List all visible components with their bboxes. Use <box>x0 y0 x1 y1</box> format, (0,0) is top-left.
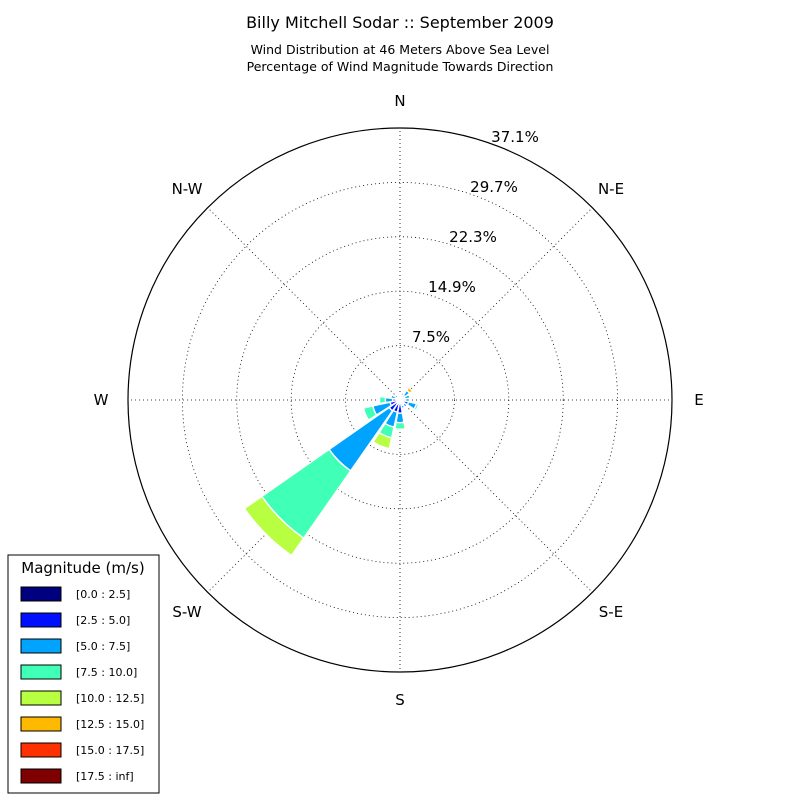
legend-label-7: [17.5 : inf] <box>76 770 134 783</box>
chart-title: Billy Mitchell Sodar :: September 2009 <box>246 13 554 32</box>
legend-label-4: [10.0 : 12.5] <box>76 692 144 705</box>
direction-label-n: N <box>394 92 405 110</box>
ring-label-3: 29.7% <box>470 178 518 196</box>
direction-label-ne: N-E <box>598 180 624 198</box>
legend-swatch-0 <box>20 586 62 602</box>
bar-segment-11-3 <box>362 405 378 422</box>
wind-bars <box>243 386 420 557</box>
legend-label-6: [15.0 : 17.5] <box>76 744 144 757</box>
legend-swatch-4 <box>20 690 62 706</box>
legend-label-5: [12.5 : 15.0] <box>76 718 144 731</box>
polar-grid <box>127 127 673 673</box>
outer-circle <box>127 127 673 673</box>
grid-ring-2 <box>236 236 564 564</box>
direction-label-se: S-E <box>599 603 623 621</box>
legend-label-3: [7.5 : 10.0] <box>76 666 137 679</box>
chart-subtitle-line-1: Wind Distribution at 46 Meters Above Sea… <box>251 42 550 57</box>
legend: Magnitude (m/s) [0.0 : 2.5] [2.5 : 5.0] [5… <box>7 554 160 794</box>
bar-segment-4-3 <box>408 397 411 403</box>
direction-label-s: S <box>395 691 405 709</box>
bar-segment-3-3 <box>407 392 413 399</box>
legend-label-1: [2.5 : 5.0] <box>76 614 130 627</box>
legend-swatch-2 <box>20 638 62 654</box>
grid-ring-0 <box>345 345 455 455</box>
legend-swatch-7 <box>20 768 62 784</box>
bar-segment-5-3 <box>413 402 420 412</box>
legend-swatch-5 <box>20 716 62 732</box>
direction-label-w: W <box>94 391 109 409</box>
legend-label-0: [0.0 : 2.5] <box>76 588 130 601</box>
chart-subtitle-line-2: Percentage of Wind Magnitude Towards Dir… <box>247 59 554 74</box>
bar-segment-13-4 <box>387 392 393 399</box>
bar-segment-10-4 <box>243 495 305 557</box>
ring-labels: 7.5% 14.9% 22.3% 29.7% 37.1% <box>412 128 539 346</box>
direction-label-nw: N-W <box>172 180 203 198</box>
ring-label-1: 14.9% <box>428 278 476 296</box>
bar-segment-9-4 <box>372 431 393 450</box>
bar-segment-15-2 <box>397 395 401 399</box>
bar-segment-8-3 <box>394 421 406 430</box>
grid-spoke-se <box>399 399 593 593</box>
legend-items: [0.0 : 2.5] [2.5 : 5.0] [5.0 : 7.5] [7.5 : … <box>20 586 144 784</box>
grid-spoke-nw <box>207 207 401 401</box>
direction-label-e: E <box>694 391 703 409</box>
ring-label-4: 37.1% <box>491 128 539 146</box>
legend-label-2: [5.0 : 7.5] <box>76 640 130 653</box>
legend-swatch-1 <box>20 612 62 628</box>
bar-segment-12-3 <box>378 395 387 405</box>
direction-label-sw: S-W <box>172 603 201 621</box>
ring-label-2: 22.3% <box>449 228 497 246</box>
legend-swatch-3 <box>20 664 62 680</box>
bar-segment-8-5 <box>393 428 407 432</box>
bar-segment-2-5 <box>405 386 414 395</box>
direction-labels: N N-E E S-E S S-W W N-W <box>94 92 704 709</box>
grid-ring-3 <box>182 182 618 618</box>
legend-swatch-6 <box>20 742 62 758</box>
legend-title: Magnitude (m/s) <box>21 559 144 577</box>
ring-label-0: 7.5% <box>412 328 450 346</box>
